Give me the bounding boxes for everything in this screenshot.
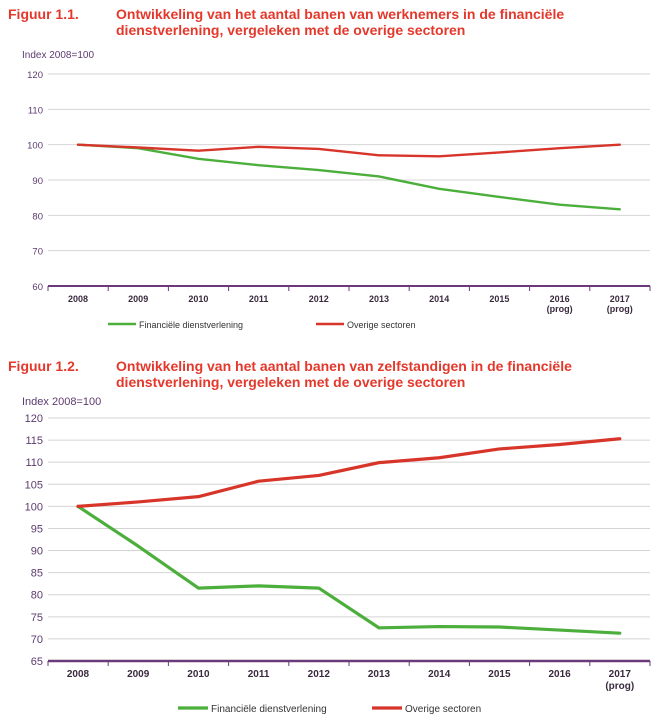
figure-1-1-title-line2: dienstverlening, vergeleken met de overi… <box>116 22 466 38</box>
y-tick-label: 85 <box>31 568 43 580</box>
x-tick-label: 2017 <box>610 294 630 304</box>
figure-1-2-title: Ontwikkeling van het aantal banen van ze… <box>116 358 646 390</box>
x-tick-label: 2013 <box>369 294 389 304</box>
series-line-financiele <box>76 143 621 211</box>
y-tick-label: 110 <box>25 457 43 469</box>
series-line-overige <box>76 143 621 158</box>
y-tick-label: 80 <box>32 211 43 222</box>
y-tick-label: 65 <box>31 656 43 668</box>
x-tick-label: 2016 <box>550 294 570 304</box>
y-tick-label: 110 <box>28 105 43 116</box>
x-tick-label: 2017 <box>609 669 632 680</box>
x-tick-label: 2010 <box>188 294 208 304</box>
legend-label: Overige sectoren <box>405 704 481 715</box>
x-tick-label: (prog) <box>607 304 633 314</box>
x-tick-label: 2008 <box>68 294 88 304</box>
x-tick-label: (prog) <box>605 681 634 692</box>
figure-1-2: Figuur 1.2. Ontwikkeling van het aantal … <box>0 358 657 727</box>
figure-1-2-title-line1: Ontwikkeling van het aantal banen van ze… <box>116 358 572 374</box>
y-tick-label: 90 <box>31 546 43 558</box>
y-tick-label: 120 <box>25 413 43 425</box>
x-tick-label: 2010 <box>187 669 210 680</box>
y-tick-label: 120 <box>27 70 43 81</box>
x-tick-label: 2016 <box>548 669 571 680</box>
x-tick-label: 2014 <box>429 294 449 304</box>
x-tick-label: 2013 <box>368 669 391 680</box>
figure-1-1-header: Figuur 1.1. Ontwikkeling van het aantal … <box>8 6 648 42</box>
figure-1-2-header: Figuur 1.2. Ontwikkeling van het aantal … <box>8 358 648 394</box>
y-tick-label: 60 <box>32 282 43 293</box>
x-tick-label: 2009 <box>127 669 150 680</box>
y-tick-label: 80 <box>31 590 43 602</box>
x-tick-label: 2008 <box>67 669 90 680</box>
figure-1-1-number: Figuur 1.1. <box>8 6 79 22</box>
x-tick-label: 2012 <box>308 669 331 680</box>
y-tick-label: 70 <box>32 247 43 258</box>
figure-1-2-number: Figuur 1.2. <box>8 358 79 374</box>
x-tick-label: (prog) <box>547 304 573 314</box>
series-line-financiele <box>76 504 622 635</box>
x-tick-label: 2011 <box>249 294 269 304</box>
y-tick-label: 100 <box>27 141 43 152</box>
figure-1-1-y-axis-label: Index 2008=100 <box>22 50 95 61</box>
legend-label: Financiële dienstverlening <box>211 704 327 715</box>
series-line-overige <box>76 437 622 508</box>
x-tick-label: 2015 <box>488 669 511 680</box>
x-tick-label: 2009 <box>128 294 148 304</box>
y-tick-label: 90 <box>32 176 43 187</box>
x-tick-label: 2015 <box>489 294 509 304</box>
legend-label: Overige sectoren <box>347 320 416 330</box>
figure-1-1: Figuur 1.1. Ontwikkeling van het aantal … <box>0 6 657 346</box>
y-tick-label: 95 <box>31 523 43 535</box>
y-tick-label: 100 <box>25 501 43 513</box>
y-tick-label: 105 <box>25 479 43 491</box>
chart-2-svg: 65 70 75 80 85 90 95 100 105 110 115 120 2008 2009 201… <box>25 413 651 715</box>
x-tick-label: 2011 <box>248 669 270 680</box>
figure-1-1-title: Ontwikkeling van het aantal banen van we… <box>116 6 646 38</box>
figure-1-2-title-line2: dienstverlening, vergeleken met de overi… <box>116 374 466 390</box>
x-tick-label: 2014 <box>428 669 451 680</box>
y-tick-label: 75 <box>31 612 43 624</box>
legend-label: Financiële dienstverlening <box>139 320 243 330</box>
figure-1-1-title-line1: Ontwikkeling van het aantal banen van we… <box>116 6 565 22</box>
y-tick-label: 70 <box>31 634 43 646</box>
y-tick-label: 115 <box>25 435 43 447</box>
chart-1-svg: 60 70 80 90 100 110 120 2008 2009 2010 2011 2012 201… <box>27 70 651 330</box>
x-tick-label: 2012 <box>309 294 329 304</box>
figure-1-2-y-axis-label: Index 2008=100 <box>22 396 102 408</box>
